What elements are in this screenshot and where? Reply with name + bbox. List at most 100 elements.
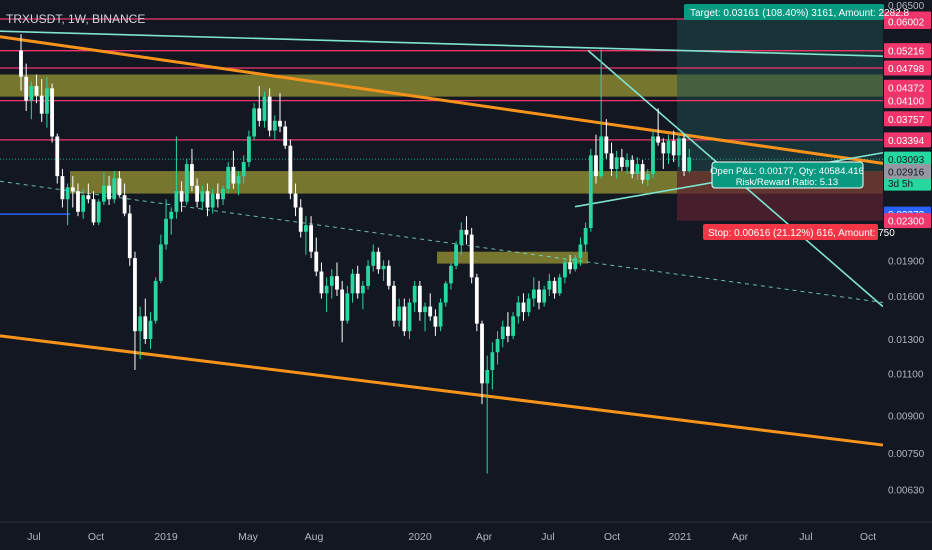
candle[interactable] xyxy=(86,195,91,200)
candle[interactable] xyxy=(630,160,635,174)
candle[interactable] xyxy=(76,191,80,212)
candle[interactable] xyxy=(464,229,469,235)
trendline-orange-lower[interactable] xyxy=(0,334,884,447)
candle[interactable] xyxy=(661,142,666,154)
candle[interactable] xyxy=(392,285,396,321)
candle[interactable] xyxy=(169,211,174,219)
price-tag[interactable] xyxy=(884,14,931,30)
candle[interactable] xyxy=(360,285,365,294)
price-tag[interactable] xyxy=(884,60,931,76)
candle[interactable] xyxy=(164,218,168,245)
candle[interactable] xyxy=(195,185,200,202)
price-tag[interactable] xyxy=(884,163,931,179)
candle[interactable] xyxy=(588,155,593,228)
candle[interactable] xyxy=(417,285,422,313)
candle[interactable] xyxy=(578,244,583,259)
candle[interactable] xyxy=(70,187,75,192)
candle[interactable] xyxy=(537,289,541,303)
zone-resistance[interactable] xyxy=(0,74,883,97)
candle[interactable] xyxy=(433,316,438,327)
candle[interactable] xyxy=(568,262,572,270)
candle[interactable] xyxy=(547,280,552,290)
candle[interactable] xyxy=(449,265,453,284)
candle[interactable] xyxy=(335,276,339,290)
candle[interactable] xyxy=(656,136,661,143)
candle[interactable] xyxy=(127,213,132,259)
candle[interactable] xyxy=(153,280,158,321)
candle[interactable] xyxy=(599,136,604,177)
trendline-cyan-top[interactable] xyxy=(0,30,884,57)
candle[interactable] xyxy=(272,120,277,131)
candle[interactable] xyxy=(45,88,49,114)
candle[interactable] xyxy=(651,136,655,174)
candle[interactable] xyxy=(563,262,567,278)
candle[interactable] xyxy=(117,178,122,196)
candle[interactable] xyxy=(371,251,376,266)
candle[interactable] xyxy=(500,326,505,340)
candle[interactable] xyxy=(454,244,459,266)
candle[interactable] xyxy=(459,229,464,245)
candle[interactable] xyxy=(682,138,686,172)
candle[interactable] xyxy=(101,185,106,202)
candle[interactable] xyxy=(29,85,34,101)
candle[interactable] xyxy=(39,95,44,114)
candle[interactable] xyxy=(583,227,588,245)
candle[interactable] xyxy=(112,178,117,200)
candle[interactable] xyxy=(480,323,484,384)
price-tag[interactable] xyxy=(884,79,931,95)
candle[interactable] xyxy=(531,289,536,299)
price-tag[interactable] xyxy=(884,43,931,59)
price-tag[interactable] xyxy=(884,151,931,167)
candle[interactable] xyxy=(666,140,671,154)
price-tag[interactable] xyxy=(884,213,931,229)
candle[interactable] xyxy=(309,225,313,252)
candle[interactable] xyxy=(495,339,500,353)
price-tag[interactable] xyxy=(884,93,931,109)
candle[interactable] xyxy=(262,96,267,121)
price-tag[interactable] xyxy=(884,175,931,191)
candle[interactable] xyxy=(158,244,163,281)
price-tag[interactable] xyxy=(884,111,931,127)
candle[interactable] xyxy=(200,191,205,202)
candle[interactable] xyxy=(138,316,143,332)
candle[interactable] xyxy=(676,138,681,156)
pnl-box[interactable] xyxy=(711,161,864,189)
candle[interactable] xyxy=(252,108,256,137)
candle[interactable] xyxy=(60,176,65,200)
candle[interactable] xyxy=(324,285,329,294)
candle[interactable] xyxy=(485,369,490,384)
candle[interactable] xyxy=(65,187,70,200)
candle[interactable] xyxy=(133,258,137,332)
candle[interactable] xyxy=(288,145,293,194)
candle[interactable] xyxy=(516,302,521,317)
candle[interactable] xyxy=(412,285,417,303)
candle[interactable] xyxy=(619,157,624,167)
candle[interactable] xyxy=(645,173,650,180)
candle[interactable] xyxy=(329,276,334,286)
candle[interactable] xyxy=(231,166,236,184)
candle[interactable] xyxy=(350,273,355,294)
candle[interactable] xyxy=(298,207,303,232)
candle[interactable] xyxy=(257,108,262,121)
candle[interactable] xyxy=(314,251,319,272)
candle[interactable] xyxy=(283,126,288,146)
candle[interactable] xyxy=(184,164,189,202)
candle[interactable] xyxy=(542,289,547,303)
candle[interactable] xyxy=(557,277,562,294)
candle[interactable] xyxy=(443,283,448,303)
candle[interactable] xyxy=(304,225,308,232)
time-axis[interactable] xyxy=(0,522,932,550)
candle[interactable] xyxy=(552,280,557,294)
candle[interactable] xyxy=(107,185,111,200)
trendline-orange-upper[interactable] xyxy=(0,35,884,165)
candle[interactable] xyxy=(19,50,23,77)
candle[interactable] xyxy=(55,136,60,177)
candle[interactable] xyxy=(241,162,246,177)
candle[interactable] xyxy=(236,176,241,184)
candle[interactable] xyxy=(210,193,215,208)
price-tag[interactable] xyxy=(884,132,931,148)
candle[interactable] xyxy=(687,157,692,172)
candle[interactable] xyxy=(469,234,474,278)
candle[interactable] xyxy=(511,316,515,336)
candle[interactable] xyxy=(50,88,54,137)
